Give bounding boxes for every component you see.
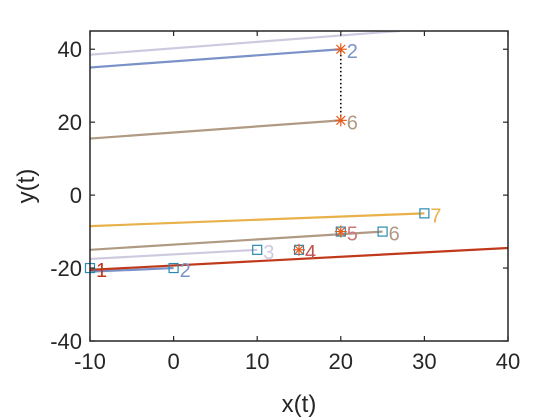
square-marker-3 (252, 244, 263, 255)
star-marker-label-1: 2 (347, 41, 358, 63)
square-marker-label-1: 1 (96, 260, 107, 282)
y-tick-label-5: 40 (58, 37, 82, 62)
series-line-2 (90, 48, 341, 69)
series-line-1 (90, 31, 400, 56)
plot-background (90, 31, 508, 341)
marker-labels: 1 2 3 4 5 6 7 2 6 (96, 41, 442, 282)
square-marker-label-2: 2 (180, 260, 191, 282)
star-marker-label-2: 6 (347, 112, 358, 134)
square-marker-7 (419, 208, 430, 219)
series-line-4 (90, 212, 425, 228)
square-marker-label-7: 7 (430, 205, 441, 227)
y-tick-label-3: 0 (70, 183, 82, 208)
star-marker-3 (293, 243, 305, 256)
star-marker-2 (334, 114, 347, 127)
x-tick-label-1: -10 (74, 349, 106, 374)
y-tick-label-4: 20 (58, 110, 82, 135)
series-lines (90, 31, 508, 273)
series-line-5 (90, 230, 383, 251)
y-tick-label-1: -40 (50, 329, 82, 354)
markers (84, 43, 430, 274)
x-tick-label-3: 10 (245, 349, 269, 374)
series-line-3 (90, 119, 341, 140)
series-line-7 (90, 266, 174, 273)
y-tick-label-2: -20 (50, 256, 82, 281)
x-tick-label-4: 20 (329, 349, 353, 374)
y-axis: -40 -20 0 20 40 (50, 37, 508, 354)
series-line-6 (90, 248, 258, 261)
series-line-8 (90, 246, 508, 271)
square-marker-6 (377, 226, 388, 237)
square-marker-label-5: 5 (347, 224, 358, 246)
square-marker-label-4: 4 (305, 242, 316, 264)
plot-frame (89, 30, 509, 342)
x-axis: -10 0 10 20 30 40 (74, 31, 520, 374)
square-marker-2 (168, 262, 179, 274)
star-marker-1 (334, 43, 347, 56)
square-marker-label-6: 6 (389, 224, 400, 246)
x-tick-label-6: 40 (496, 349, 520, 374)
x-tick-label-5: 30 (412, 349, 436, 374)
x-tick-label-2: 0 (167, 349, 179, 374)
star-marker-4 (334, 225, 347, 238)
square-marker-label-3: 3 (263, 242, 274, 264)
y-axis-title: y(t) (13, 169, 40, 204)
x-axis-title: x(t) (282, 391, 317, 418)
